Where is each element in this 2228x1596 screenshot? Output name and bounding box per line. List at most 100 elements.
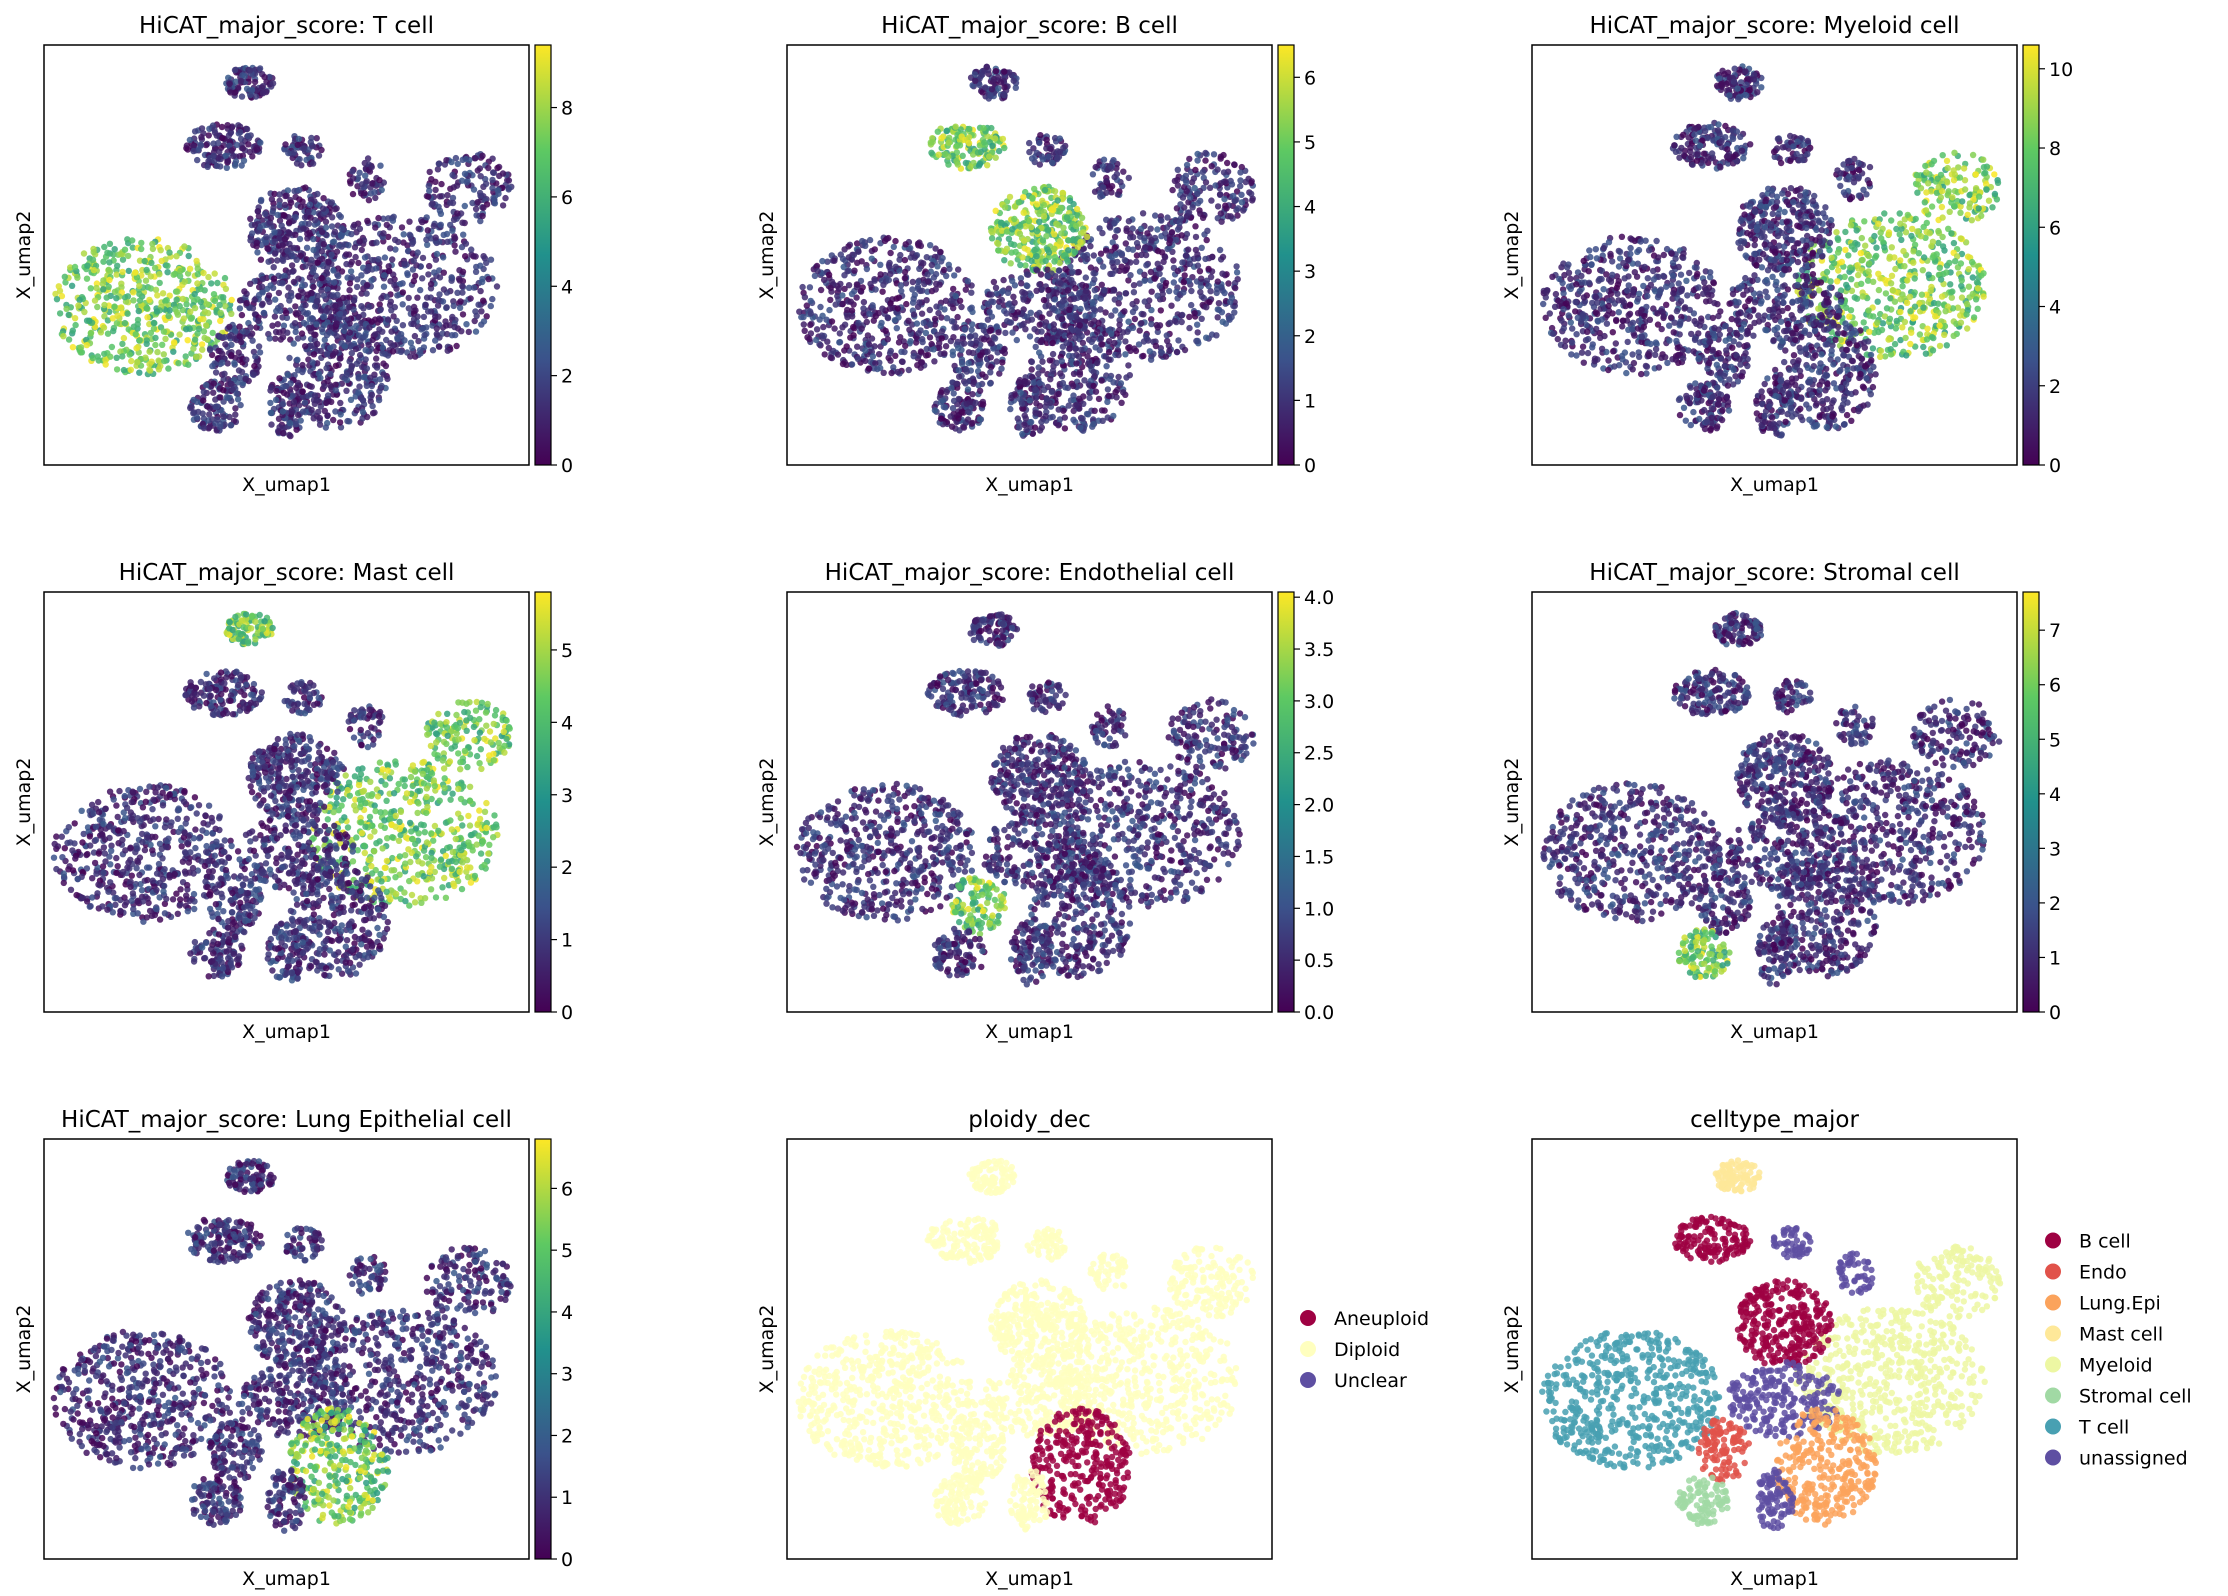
scatter-point — [166, 292, 173, 299]
scatter-point — [1103, 216, 1110, 223]
scatter-point — [848, 361, 856, 368]
scatter-point — [217, 163, 224, 170]
scatter-point — [279, 242, 286, 249]
scatter-point — [435, 296, 442, 303]
scatter-point — [1170, 279, 1178, 286]
scatter-point — [425, 271, 432, 278]
scatter-point — [63, 305, 70, 312]
scatter-point — [264, 245, 271, 252]
scatter-point — [1169, 186, 1176, 194]
scatter-point — [127, 366, 134, 373]
scatter-point — [502, 194, 509, 202]
scatter-point — [401, 260, 408, 268]
scatter-point — [95, 357, 102, 364]
scatter-point — [256, 349, 264, 356]
scatter-point — [258, 196, 265, 204]
scatter-point — [1140, 352, 1147, 360]
scatter-point — [265, 292, 273, 299]
scatter-point — [75, 302, 82, 309]
scatter-point — [935, 309, 942, 317]
scatter-point — [227, 331, 235, 339]
scatter-point — [1040, 213, 1048, 220]
scatter-point — [1024, 282, 1031, 290]
scatter-point — [130, 289, 137, 296]
scatter-point — [1028, 358, 1036, 366]
scatter-point — [1009, 329, 1016, 336]
scatter-point — [871, 343, 878, 350]
scatter-point — [890, 243, 897, 251]
scatter-point — [56, 310, 64, 317]
scatter-point — [1109, 270, 1116, 277]
scatter-point — [336, 310, 344, 318]
scatter-point — [1029, 194, 1036, 202]
scatter-point — [1058, 230, 1065, 237]
scatter-point — [182, 353, 189, 360]
scatter-point — [1059, 189, 1066, 197]
scatter-point — [74, 274, 81, 281]
scatter-point — [121, 294, 129, 301]
scatter-point — [1101, 287, 1108, 294]
scatter-point — [286, 419, 294, 427]
scatter-point — [352, 345, 360, 353]
scatter-point — [870, 317, 877, 324]
scatter-point — [450, 216, 458, 223]
scatter-point — [104, 317, 112, 324]
scatter-point — [55, 283, 62, 290]
scatter-point — [1110, 157, 1117, 164]
scatter-point — [356, 351, 364, 359]
scatter-point — [1033, 267, 1041, 274]
scatter-point — [858, 258, 865, 265]
scatter-point — [348, 258, 355, 266]
scatter-point — [963, 400, 970, 407]
scatter-point — [404, 271, 411, 279]
scatter-point — [848, 307, 856, 314]
colorbar — [534, 44, 552, 466]
scatter-point — [83, 341, 91, 349]
scatter-point — [329, 239, 337, 246]
scatter-point — [454, 160, 461, 168]
scatter-point — [106, 259, 113, 266]
scatter-point — [1025, 217, 1033, 225]
scatter-point — [1071, 295, 1078, 302]
scatter-point — [1097, 295, 1104, 302]
scatter-point — [1009, 277, 1016, 284]
scatter-point — [400, 231, 407, 238]
scatter-point — [1137, 225, 1145, 232]
scatter-point — [198, 125, 206, 132]
scatter-point — [188, 404, 195, 411]
scatter-point — [887, 249, 894, 257]
scatter-point — [211, 270, 218, 277]
scatter-point — [247, 215, 254, 222]
scatter-point — [1238, 191, 1245, 198]
scatter-point — [307, 214, 314, 221]
scatter-point — [165, 312, 172, 320]
scatter-point — [1077, 239, 1084, 246]
scatter-point — [1162, 353, 1170, 360]
scatter-point — [283, 391, 291, 398]
scatter-point — [114, 262, 121, 269]
scatter-point — [1143, 262, 1150, 269]
scatter-point — [134, 359, 141, 366]
scatter-point — [1027, 309, 1035, 316]
scatter-point — [964, 386, 972, 393]
scatter-point — [111, 303, 118, 310]
scatter-point — [986, 153, 993, 160]
scatter-point — [349, 190, 357, 198]
scatter-point — [315, 370, 322, 377]
scatter-point — [333, 333, 341, 340]
scatter-point — [914, 283, 922, 290]
scatter-point — [369, 410, 377, 417]
scatter-point — [309, 160, 317, 167]
scatter-point — [320, 313, 327, 321]
scatter-point — [238, 93, 246, 100]
scatter-point — [925, 278, 932, 285]
scatter-point — [81, 308, 88, 316]
scatter-point — [894, 305, 901, 312]
scatter-point — [250, 371, 257, 378]
scatter-point — [1232, 284, 1239, 292]
scatter-point — [100, 286, 107, 293]
scatter-point — [393, 285, 400, 292]
scatter-point — [871, 246, 878, 253]
scatter-point — [371, 331, 379, 338]
scatter-point — [227, 422, 235, 429]
